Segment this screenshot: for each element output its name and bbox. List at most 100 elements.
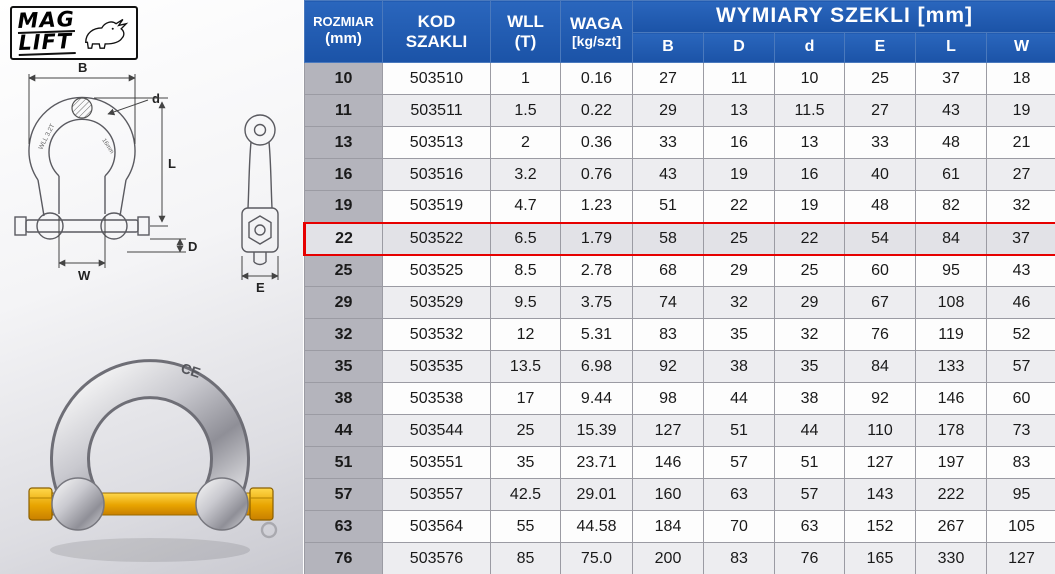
cell-d: 10	[774, 62, 845, 95]
cell-W: 127	[985, 542, 1055, 574]
header-dim-D: D	[703, 32, 775, 63]
size-cell: 25	[304, 254, 383, 287]
table-row: 32 503532 12 5.31 83 35 32 76 119 52	[304, 318, 1055, 351]
table-row: 11 503511 1.5 0.22 29 13 11.5 27 43 19	[304, 94, 1055, 127]
size-cell: 51	[304, 446, 383, 479]
size-cell: 29	[304, 286, 383, 319]
cell-D: 16	[703, 126, 775, 159]
size-cell: 35	[304, 350, 383, 383]
cell-E: 127	[844, 446, 916, 479]
cell-L: 61	[915, 158, 987, 191]
svg-text:E: E	[256, 280, 265, 295]
cell-E: 67	[844, 286, 916, 319]
cell-B: 146	[632, 446, 704, 479]
cell-B: 98	[632, 382, 704, 415]
cell-D: 25	[703, 221, 775, 256]
table-header: ROZMIAR (mm) KOD SZAKLI WLL (T) WAGA [kg…	[304, 0, 1055, 63]
size-cell: 63	[304, 510, 383, 543]
cell-B: 33	[632, 126, 704, 159]
cell-L: 146	[915, 382, 987, 415]
header-kod-szakli: KOD SZAKLI	[382, 0, 491, 63]
cell-waga: 9.44	[560, 382, 633, 415]
cell-waga: 1.79	[560, 221, 633, 256]
header-dim-B: B	[632, 32, 704, 63]
cell-W: 95	[985, 478, 1055, 511]
cell-waga: 15.39	[560, 414, 633, 447]
cell-d: 11.5	[774, 94, 845, 127]
header-dim-L: L	[915, 32, 987, 63]
cell-E: 33	[844, 126, 916, 159]
cell-E: 54	[844, 221, 916, 256]
cell-B: 184	[632, 510, 704, 543]
cell-D: 11	[703, 62, 775, 95]
svg-text:L: L	[168, 156, 176, 171]
cell-d: 16	[774, 158, 845, 191]
cell-code: 503544	[382, 414, 491, 447]
side-view	[241, 114, 279, 266]
cell-waga: 0.36	[560, 126, 633, 159]
cell-wll: 1.5	[490, 94, 561, 127]
cell-L: 37	[915, 62, 987, 95]
cell-W: 46	[985, 286, 1055, 319]
cell-L: 330	[915, 542, 987, 574]
cell-wll: 85	[490, 542, 561, 574]
brand-name-line2: LIFT	[18, 29, 77, 56]
spec-table-body: 10 503510 1 0.16 27 11 10 25 37 18 11 503511 1.5 0.22…	[303, 62, 1055, 574]
size-cell: 32	[304, 318, 383, 351]
cell-d: 35	[774, 350, 845, 383]
cell-B: 74	[632, 286, 704, 319]
cell-D: 35	[703, 318, 775, 351]
size-cell: 22	[303, 221, 383, 256]
cell-code: 503532	[382, 318, 491, 351]
cell-d: 13	[774, 126, 845, 159]
cell-E: 76	[844, 318, 916, 351]
cell-W: 52	[985, 318, 1055, 351]
table-row: 10 503510 1 0.16 27 11 10 25 37 18	[304, 62, 1055, 95]
cell-wll: 35	[490, 446, 561, 479]
cell-d: 63	[774, 510, 845, 543]
cell-D: 32	[703, 286, 775, 319]
cell-wll: 2	[490, 126, 561, 159]
rhino-icon	[85, 18, 129, 49]
cell-E: 48	[844, 190, 916, 223]
svg-text:W: W	[78, 268, 91, 283]
cell-D: 51	[703, 414, 775, 447]
cell-W: 18	[985, 62, 1055, 95]
cell-B: 51	[632, 190, 704, 223]
table-row: 16 503516 3.2 0.76 43 19 16 40 61 27	[304, 158, 1055, 191]
cell-E: 110	[844, 414, 916, 447]
cell-L: 119	[915, 318, 987, 351]
cell-d: 29	[774, 286, 845, 319]
size-cell: 57	[304, 478, 383, 511]
dim-E: E	[241, 256, 279, 295]
cell-L: 43	[915, 94, 987, 127]
cell-L: 197	[915, 446, 987, 479]
size-cell: 10	[304, 62, 383, 95]
cell-E: 165	[844, 542, 916, 574]
header-wymiary: WYMIARY SZEKLI [mm]	[631, 0, 1055, 33]
cell-B: 83	[632, 318, 704, 351]
cell-code: 503519	[382, 190, 491, 223]
cell-W: 57	[985, 350, 1055, 383]
cell-W: 83	[985, 446, 1055, 479]
header-waga: WAGA [kg/szt]	[560, 0, 633, 63]
header-dim-d: d	[774, 32, 845, 63]
cell-L: 48	[915, 126, 987, 159]
cell-L: 84	[915, 221, 987, 256]
header-dim-W: W	[985, 32, 1055, 63]
cell-waga: 6.98	[560, 350, 633, 383]
size-cell: 16	[304, 158, 383, 191]
table-row: 29 503529 9.5 3.75 74 32 29 67 108 46	[304, 286, 1055, 319]
cell-L: 267	[915, 510, 987, 543]
drawing-note-wll: WLL 3.2T	[38, 123, 57, 151]
cell-E: 60	[844, 254, 916, 287]
cell-L: 82	[915, 190, 987, 223]
cell-d: 51	[774, 446, 845, 479]
shackle-bow: CE	[50, 359, 250, 531]
cell-E: 92	[844, 382, 916, 415]
spec-table: ROZMIAR (mm) KOD SZAKLI WLL (T) WAGA [kg…	[303, 0, 1055, 574]
cell-d: 25	[774, 254, 845, 287]
cell-wll: 3.2	[490, 158, 561, 191]
cell-L: 133	[915, 350, 987, 383]
cell-d: 32	[774, 318, 845, 351]
